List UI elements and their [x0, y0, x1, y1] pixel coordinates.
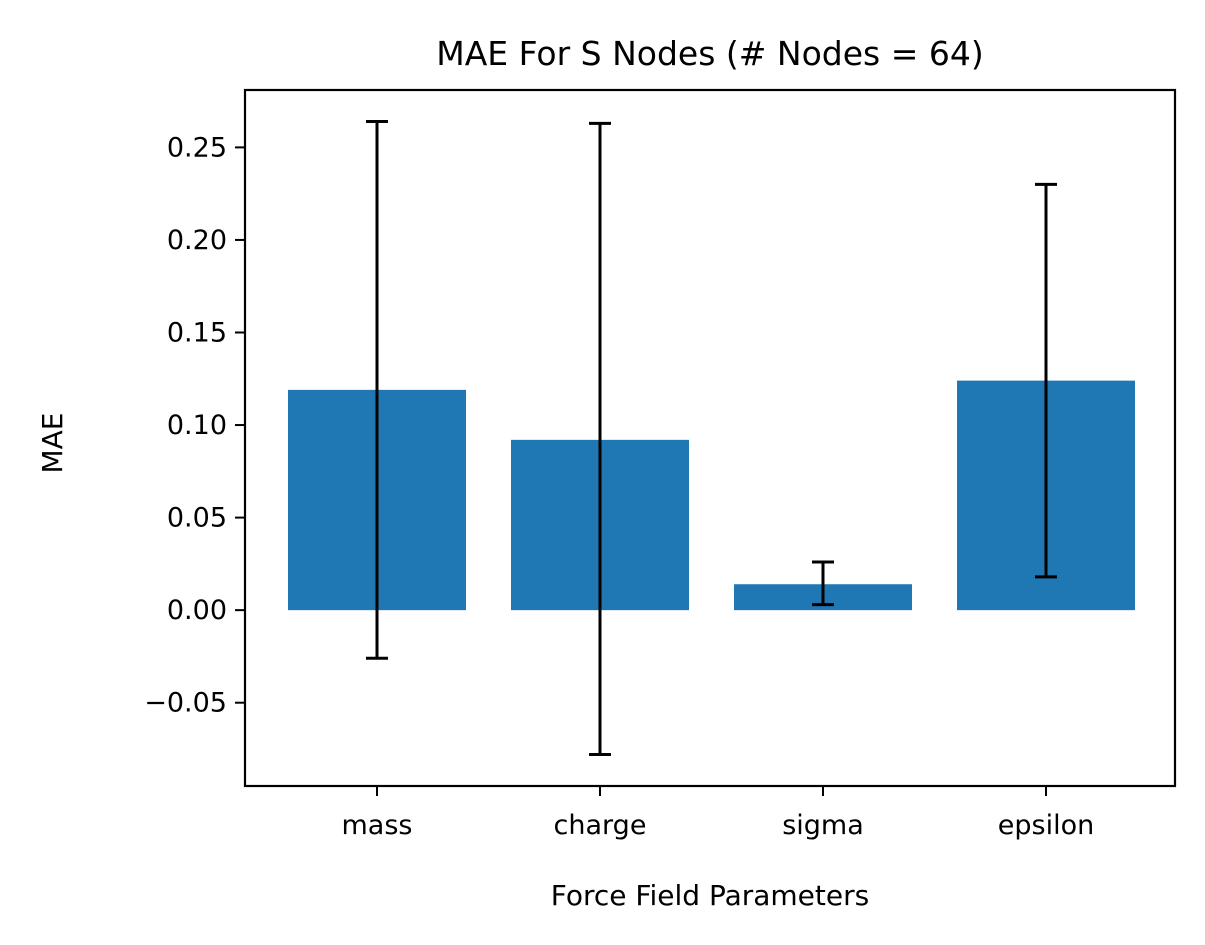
y-tick-label: 0.05	[167, 503, 227, 534]
x-tick-label: charge	[554, 810, 647, 841]
x-tick-label: mass	[342, 810, 413, 841]
y-tick-label: 0.00	[167, 595, 227, 626]
y-tick-label: 0.25	[167, 132, 227, 163]
y-tick-label: 0.15	[167, 317, 227, 348]
y-tick-label: 0.10	[167, 410, 227, 441]
x-tick-label: sigma	[782, 810, 864, 841]
axes-frame	[243, 88, 1177, 788]
y-tick-label: −0.05	[144, 688, 227, 719]
y-axis-label: MAE	[36, 412, 69, 473]
x-tick-label: epsilon	[998, 810, 1094, 841]
y-tick-label: 0.20	[167, 225, 227, 256]
x-axis-label: Force Field Parameters	[551, 879, 869, 912]
chart-title: MAE For S Nodes (# Nodes = 64)	[436, 34, 984, 73]
plot-area: −0.05 0.00 0.05 0.10 0.15 0.20 0.25 mass charge s…	[144, 88, 1177, 841]
